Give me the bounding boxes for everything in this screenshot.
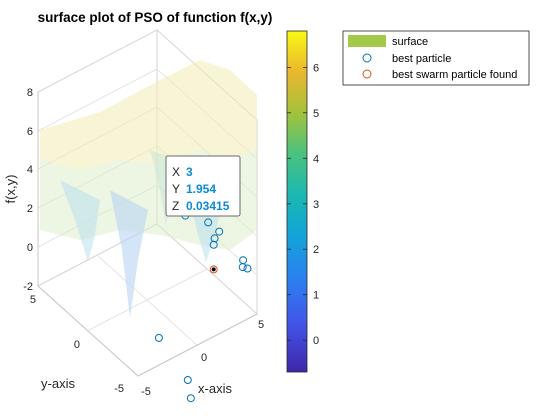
z-axis-ticks: -2 0 2 4 6 8	[23, 87, 33, 293]
legend: surface best particle best swarm particl…	[342, 30, 530, 86]
best-particles-series	[154, 211, 252, 403]
y-tick-label: -5	[114, 383, 124, 395]
colorbar-tick-label: 0	[313, 335, 319, 347]
colorbar-tick-label: 2	[313, 244, 319, 256]
colorbar-gradient	[286, 30, 308, 373]
legend-entry-swarm: best swarm particle found	[392, 69, 517, 81]
z-tick-label: 4	[27, 164, 33, 176]
datatip-box	[165, 155, 241, 217]
z-tick-label: -2	[23, 281, 33, 293]
legend-surface-swatch	[348, 35, 386, 47]
y-tick-label: 5	[30, 294, 36, 306]
y-tick-label: 0	[74, 339, 80, 351]
x-axis-label: x-axis	[198, 381, 232, 396]
colorbar-tick-label: 1	[313, 290, 319, 302]
best-particle-marker[interactable]	[210, 234, 219, 243]
colorbar-ticks: 0 1 2 3 4 5 6	[287, 62, 319, 347]
x-axis-ticks: -5 0 5	[141, 319, 264, 398]
datatip[interactable]: X 3 Y 1.954 Z 0.03415	[165, 155, 241, 217]
datatip-x-key: X	[172, 165, 180, 179]
colorbar: 0 1 2 3 4 5 6	[286, 30, 319, 373]
z-axis-label: f(x,y)	[3, 175, 18, 204]
best-particle-marker[interactable]	[154, 333, 163, 342]
datatip-y-value: 1.954	[186, 182, 216, 196]
datatip-y-key: Y	[172, 182, 180, 196]
best-particle-marker[interactable]	[209, 240, 218, 249]
datatip-anchor-dot	[211, 267, 216, 272]
floor-gridlines	[86, 254, 208, 346]
colorbar-tick-label: 6	[313, 62, 319, 74]
chart-title: surface plot of PSO of function f(x,y)	[38, 10, 273, 25]
z-tick-label: 0	[27, 242, 33, 254]
best-particle-marker[interactable]	[215, 227, 224, 236]
x-tick-label: 0	[201, 352, 207, 364]
surface-trough	[60, 180, 100, 262]
x-tick-label: -5	[141, 386, 151, 398]
best-particle-marker[interactable]	[243, 264, 252, 273]
legend-best-particle-marker	[362, 53, 372, 63]
axes-box-edges	[37, 92, 258, 377]
y-axis-ticks: 5 0 -5	[30, 294, 124, 395]
z-tick-label: 2	[27, 203, 33, 215]
z-tick-label: 6	[27, 126, 33, 138]
datatip-x-value: 3	[186, 165, 193, 179]
best-particle-marker[interactable]	[183, 376, 192, 384]
legend-entry-surface: surface	[392, 36, 428, 48]
colorbar-tick-label: 4	[313, 153, 319, 165]
best-swarm-series	[209, 265, 218, 274]
surface-trough	[110, 190, 148, 318]
x-tick-label: 5	[258, 319, 264, 331]
legend-entry-best-particle: best particle	[392, 53, 451, 65]
z-tick-label: 8	[27, 87, 33, 99]
colorbar-tick-label: 5	[313, 108, 319, 120]
best-particle-marker[interactable]	[204, 218, 213, 227]
datatip-z-value: 0.03415	[186, 199, 230, 213]
colorbar-tick-label: 3	[313, 199, 319, 211]
y-axis-label: y-axis	[41, 376, 75, 391]
legend-swarm-marker	[362, 69, 372, 79]
surface-top	[40, 60, 257, 170]
best-particle-marker[interactable]	[239, 256, 248, 265]
best-particle-marker[interactable]	[186, 394, 195, 403]
datatip-z-key: Z	[172, 199, 179, 213]
best-swarm-marker[interactable]	[209, 265, 218, 274]
